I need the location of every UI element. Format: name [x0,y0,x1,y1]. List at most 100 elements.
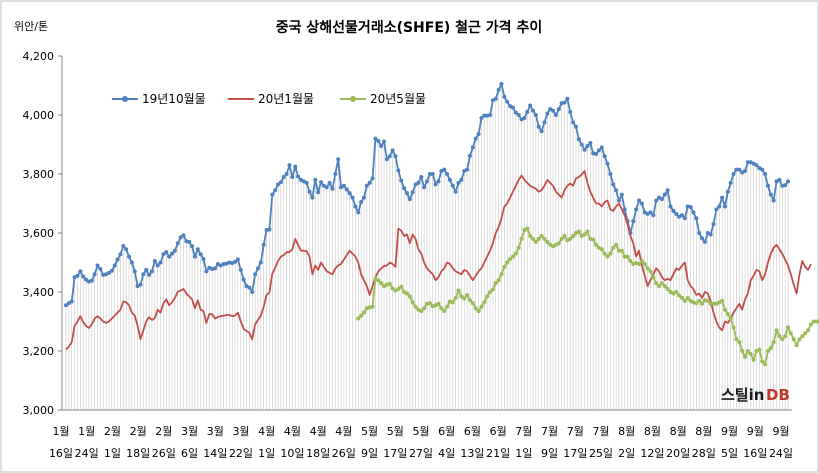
x-tick-label-day: 24일 [75,446,99,460]
data-point [528,233,533,238]
x-tick-label-month: 2월 [130,425,147,438]
data-point [616,198,621,203]
data-point [783,334,788,339]
data-point [582,232,587,237]
data-point [318,180,323,185]
data-point [376,138,381,143]
data-point [745,160,750,165]
x-tick-label-day: 16일 [743,446,767,460]
data-point [450,300,455,305]
data-point [588,141,593,146]
data-point [803,331,808,336]
data-point [682,298,687,303]
x-tick-label-month: 8월 [695,425,712,438]
data-point [476,309,481,314]
x-tick-label-day: 16일 [49,446,73,460]
x-tick-label-month: 1월 [78,425,95,438]
data-point [387,281,392,286]
data-point [158,260,163,265]
data-point [556,107,561,112]
data-point [722,307,727,312]
y-tick-label: 3,400 [23,286,55,299]
data-point [688,205,693,210]
x-tick-label-month: 7월 [515,425,532,438]
data-point [453,189,458,194]
x-tick-label-day: 6일 [181,446,198,460]
data-point [333,172,338,176]
data-point [499,82,504,87]
data-point [714,207,719,212]
data-point [571,120,576,125]
data-point [462,296,467,301]
data-point [361,195,366,200]
data-point [393,154,398,159]
data-point [605,161,610,166]
data-point [261,242,266,247]
data-point [359,313,364,318]
data-point [774,328,779,333]
data-point [722,204,727,209]
data-point [708,301,713,306]
data-point [806,328,811,333]
data-point [204,269,209,274]
data-point [533,113,538,117]
data-point [187,239,192,244]
data-point [396,168,401,173]
x-tick-label-day: 17일 [563,446,587,460]
data-point [751,357,756,362]
data-point [456,288,461,293]
data-point [659,197,664,202]
data-point [562,100,567,105]
series-lines [64,82,819,367]
data-point [508,256,513,261]
data-point [725,189,730,194]
data-point [127,254,132,259]
data-point [404,291,409,296]
data-point [356,210,361,215]
data-point [456,180,461,185]
data-point [651,213,656,218]
data-point [479,304,484,309]
data-point [485,294,490,299]
data-point [488,290,493,294]
data-point [516,245,521,250]
data-point [336,157,341,162]
data-point [768,192,773,197]
data-point [233,259,238,264]
data-point [379,281,384,286]
x-tick-label-month: 7월 [541,425,558,438]
data-point [608,172,613,176]
data-point [791,337,796,342]
data-point [771,340,776,345]
data-point [631,219,636,224]
data-point [473,306,478,311]
data-point [75,273,80,278]
data-point [654,198,659,203]
data-point [367,180,372,185]
data-point [720,195,725,200]
data-point [121,243,126,248]
data-point [361,310,366,315]
data-point [665,287,670,292]
data-point [760,359,765,364]
x-tick-label-day: 14일 [203,446,227,460]
data-point [92,272,97,277]
data-point [152,259,157,264]
data-point [442,309,447,314]
data-point [419,309,424,314]
data-point [513,110,518,115]
data-point [725,312,730,317]
data-point [129,260,134,265]
data-point [496,278,501,283]
x-tick-label-month: 7월 [592,425,609,438]
data-point [470,301,475,306]
data-point [737,167,742,172]
data-point [370,176,375,181]
data-point [659,281,664,286]
data-point [568,236,573,241]
data-point [445,304,450,309]
data-point [536,124,541,129]
data-point [763,172,768,176]
data-point [619,192,624,197]
